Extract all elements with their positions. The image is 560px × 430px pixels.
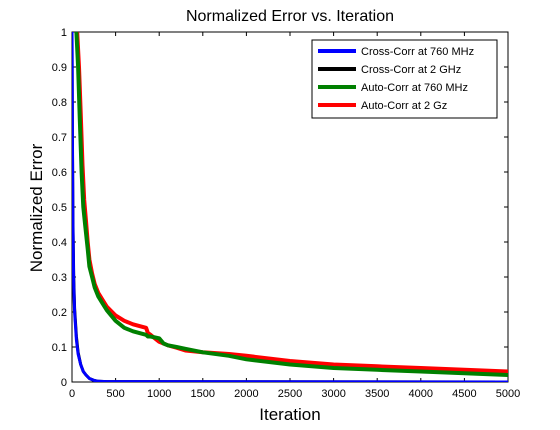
legend-label: Auto-Corr at 760 MHz (361, 82, 468, 94)
chart-title: Normalized Error vs. Iteration (186, 8, 394, 25)
x-tick-label: 5000 (496, 388, 520, 400)
x-tick-label: 1000 (147, 388, 171, 400)
y-tick-label: 1 (61, 27, 67, 39)
x-tick-label: 500 (106, 388, 124, 400)
y-axis-label: Normalized Error (27, 143, 46, 272)
y-tick-label: 0.8 (52, 97, 67, 109)
x-tick-label: 2500 (278, 388, 302, 400)
x-tick-label: 2000 (234, 388, 258, 400)
y-tick-label: 0.2 (52, 307, 67, 319)
legend: Cross-Corr at 760 MHz Cross-Corr at 2 GHz… (311, 39, 498, 119)
x-tick-label: 3500 (365, 388, 389, 400)
series-line-1 (72, 32, 508, 382)
y-tick-label: 0.3 (52, 272, 67, 284)
x-tick-label: 3000 (321, 388, 345, 400)
x-tick-label: 4000 (409, 388, 433, 400)
x-tick-label: 4500 (452, 388, 476, 400)
y-tick-label: 0.4 (52, 237, 67, 249)
y-tick-label: 0.1 (52, 342, 67, 354)
x-axis-label: Iteration (259, 405, 320, 424)
y-tick-label: 0.5 (52, 202, 67, 214)
series-group (72, 32, 508, 382)
x-tick-label: 1500 (191, 388, 215, 400)
y-tick-label: 0.9 (52, 62, 67, 74)
y-tick-label: 0.7 (52, 132, 67, 144)
legend-label: Cross-Corr at 760 MHz (361, 46, 474, 58)
y-tick-label: 0.6 (52, 167, 67, 179)
series-line-3 (74, 32, 508, 377)
x-tick-label: 0 (69, 388, 75, 400)
y-tick-label: 0 (61, 377, 67, 389)
legend-label: Cross-Corr at 2 GHz (361, 64, 461, 76)
legend-label: Auto-Corr at 2 Gz (361, 100, 447, 112)
